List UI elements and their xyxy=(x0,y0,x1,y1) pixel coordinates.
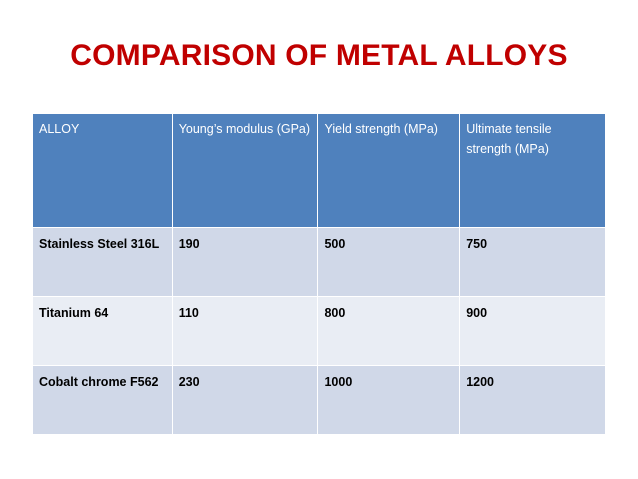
cell-ultimate-tensile-strength: 1200 xyxy=(459,365,606,435)
cell-alloy: Stainless Steel 316L xyxy=(32,227,173,297)
table-row: Cobalt chrome F562 230 1000 1200 xyxy=(32,365,606,435)
alloy-comparison-table: ALLOY Young’s modulus (GPa) Yield streng… xyxy=(32,113,606,435)
table-row: Stainless Steel 316L 190 500 750 xyxy=(32,227,606,297)
table-header-row: ALLOY Young’s modulus (GPa) Yield streng… xyxy=(32,113,606,228)
cell-youngs-modulus: 230 xyxy=(171,365,319,435)
cell-youngs-modulus: 190 xyxy=(171,227,319,297)
table-row: Titanium 64 110 800 900 xyxy=(32,296,606,366)
header-youngs-modulus: Young’s modulus (GPa) xyxy=(171,113,319,228)
cell-yield-strength: 500 xyxy=(317,227,461,297)
cell-ultimate-tensile-strength: 900 xyxy=(459,296,606,366)
slide-title: COMPARISON OF METAL ALLOYS xyxy=(70,39,568,72)
header-alloy: ALLOY xyxy=(32,113,173,228)
cell-youngs-modulus: 110 xyxy=(171,296,319,366)
header-yield-strength: Yield strength (MPa) xyxy=(317,113,461,228)
cell-yield-strength: 800 xyxy=(317,296,461,366)
cell-ultimate-tensile-strength: 750 xyxy=(459,227,606,297)
header-ultimate-tensile-strength: Ultimate tensile strength (MPa) xyxy=(459,113,606,228)
cell-yield-strength: 1000 xyxy=(317,365,461,435)
cell-alloy: Cobalt chrome F562 xyxy=(32,365,173,435)
cell-alloy: Titanium 64 xyxy=(32,296,173,366)
